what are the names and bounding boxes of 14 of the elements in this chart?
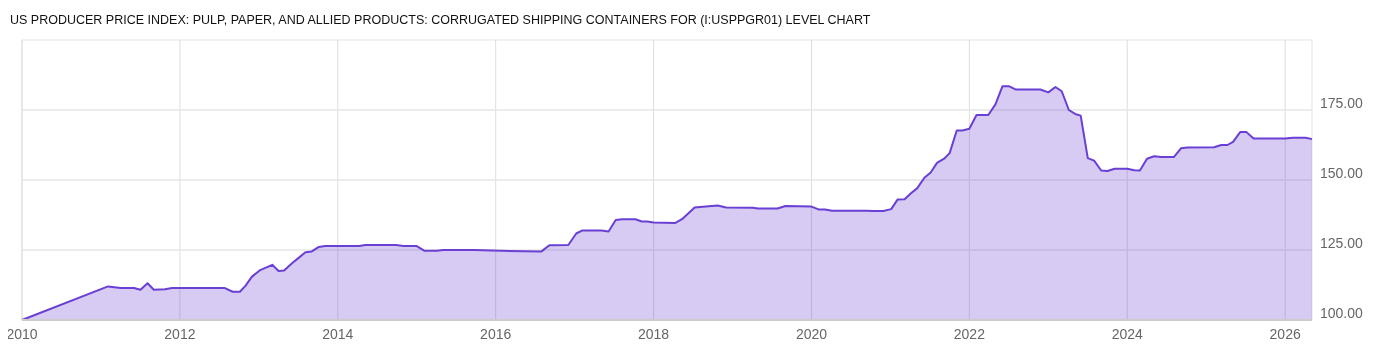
x-tick-label: 2012 — [164, 326, 196, 342]
x-tick-label: 2024 — [1111, 326, 1144, 342]
x-tick-label: 2010 — [6, 326, 38, 342]
y-tick-label: 150.00 — [1320, 165, 1364, 181]
x-tick-label: 2022 — [953, 326, 986, 342]
chart-title: US PRODUCER PRICE INDEX: PULP, PAPER, AND ALLIED PRODUCTS: CORRUGATED SHIPPING CONTAINERS FOR (I:USPPGR01) LEVEL CHART — [10, 13, 871, 27]
x-tick-label: 2014 — [322, 326, 354, 342]
y-tick-label: 100.00 — [1320, 305, 1364, 321]
x-tick-label: 2020 — [795, 326, 828, 342]
x-tick-label: 2016 — [480, 326, 512, 342]
y-tick-label: 175.00 — [1320, 95, 1364, 111]
y-tick-label: 125.00 — [1320, 235, 1364, 251]
x-tick-label: 2026 — [1269, 326, 1301, 342]
x-tick-label: 2018 — [638, 326, 670, 342]
